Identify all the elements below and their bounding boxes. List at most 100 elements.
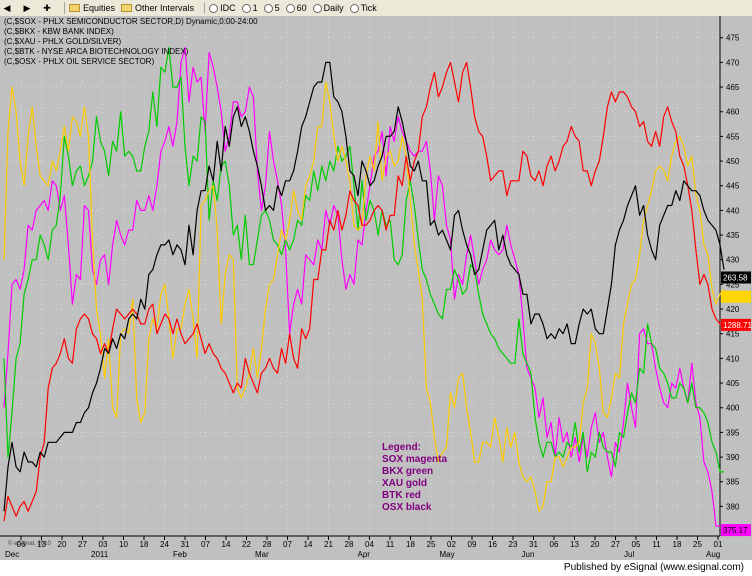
chart-background [0, 16, 752, 560]
y-tick-label: 380 [726, 502, 740, 511]
toolbar-separator [64, 2, 65, 14]
plus-icon: ✚ [43, 3, 51, 13]
toolbar-item-4[interactable]: Other Intervals [121, 3, 194, 13]
x-tick-label: 05 [632, 540, 641, 549]
price-label: 1288.71 [721, 318, 752, 331]
y-tick-label: 415 [726, 330, 740, 339]
x-tick-label: 31 [529, 540, 538, 549]
x-month-label: Jul [624, 550, 634, 559]
x-tick-label: 20 [591, 540, 600, 549]
grid [4, 16, 720, 536]
toolbar-item-0[interactable]: ◀ [0, 3, 14, 13]
footer: Published by eSignal (www.esignal.com) [0, 560, 752, 576]
chart-header: (C,$SOX - PHLX SEMICONDUCTOR SECTOR,D) D… [4, 17, 258, 66]
price-label-text: 375.17 [723, 526, 748, 535]
x-tick-label: 06 [17, 540, 26, 549]
toolbar-item-label: Other Intervals [135, 3, 195, 13]
x-tick-label: 18 [140, 540, 149, 549]
toolbar-item-label: 1 [252, 3, 258, 13]
toolbar-item-label: Tick [360, 3, 377, 13]
clock-icon [241, 3, 251, 13]
x-month-label: Mar [255, 550, 269, 559]
y-tick-label: 420 [726, 305, 740, 314]
toolbar-item-label: 60 [296, 3, 307, 13]
toolbar-item-label: Daily [323, 3, 344, 13]
clock-icon [312, 3, 322, 13]
y-tick-label: 475 [726, 34, 740, 43]
clock-icon [349, 3, 359, 13]
y-tick-label: 410 [726, 354, 740, 363]
header-line: (C,$SOX - PHLX SEMICONDUCTOR SECTOR,D) D… [4, 17, 258, 26]
price-labels: 263.58 1288.71 375.17 [721, 271, 752, 537]
x-tick-label: 25 [693, 540, 702, 549]
toolbar-separator [204, 2, 206, 14]
folder-icon [69, 4, 80, 12]
series-line-osx [3, 61, 725, 512]
toolbar-item-3[interactable]: Equities [69, 3, 115, 13]
y-tick-label: 435 [726, 231, 740, 240]
toolbar-item-label: 5 [274, 3, 280, 13]
y-tick-label: 460 [726, 108, 740, 117]
legend-entry: OSX black [382, 502, 432, 513]
x-tick-label: 14 [304, 540, 313, 549]
y-tick-label: 385 [726, 478, 740, 487]
footer-text: Published by eSignal (www.esignal.com) [563, 562, 744, 573]
clock-icon [209, 3, 219, 13]
x-tick-label: 10 [119, 540, 128, 549]
toolbar-item-10[interactable]: Tick [349, 3, 377, 13]
toolbar-item-label: Equities [83, 3, 116, 13]
header-line: (C,$OSX - PHLX OIL SERVICE SECTOR) [4, 57, 154, 66]
watermark: © eSignal, 2010 [8, 540, 51, 547]
y-axis: 380 385 390 395 400 405 410 415 420 425 430 435 440 4… [719, 16, 740, 536]
legend-entry: SOX magenta [382, 454, 447, 465]
price-label-text: 263.58 [723, 273, 748, 282]
x-tick-label: 09 [468, 540, 477, 549]
x-tick-label: 13 [37, 540, 46, 549]
arrow-left-icon: ◀ [3, 3, 11, 13]
y-tick-label: 390 [726, 453, 740, 462]
y-tick-label: 425 [726, 280, 740, 289]
x-tick-label: 04 [365, 540, 374, 549]
x-tick-label: 31 [181, 540, 190, 549]
series-line-xau [3, 81, 725, 512]
x-month-label: Aug [706, 550, 720, 559]
y-tick-label: 450 [726, 157, 740, 166]
arrow-right-icon: ▶ [23, 3, 31, 13]
x-tick-label: 03 [99, 540, 108, 549]
x-tick-label: 16 [488, 540, 497, 549]
x-tick-label: 24 [160, 540, 169, 549]
price-label: 263.58 [721, 271, 751, 284]
x-axis: 06 13 20 27 03 10 18 24 31 07 14 22 28 07 14 21 28 04 11 18… [0, 535, 723, 559]
price-label [721, 290, 751, 303]
legend-entry: XAU gold [382, 478, 427, 489]
x-tick-label: 14 [222, 540, 231, 549]
x-month-label: Apr [358, 550, 371, 559]
plot-area [3, 47, 725, 527]
x-tick-label: 11 [386, 540, 395, 549]
y-tick-label: 395 [726, 428, 740, 437]
y-tick-label: 470 [726, 58, 740, 67]
header-line: (C,$BKX - KBW BANK INDEX) [4, 27, 114, 36]
legend-entry: BKX green [382, 466, 433, 477]
clock-icon [285, 3, 295, 13]
x-tick-label: 11 [652, 540, 661, 549]
x-tick-label: 27 [611, 540, 620, 549]
x-tick-label: 28 [263, 540, 272, 549]
series-line-btk [3, 61, 724, 522]
x-tick-label: 13 [570, 540, 579, 549]
toolbar-item-5[interactable]: IDC [209, 3, 236, 13]
toolbar-item-1[interactable]: ▶ [20, 3, 34, 13]
toolbar-item-7[interactable]: 5 [263, 3, 280, 13]
price-label-box [721, 290, 751, 303]
toolbar: ◀ ▶ ✚ Equities Other Intervals IDC 1 5 60 Daily Ti… [0, 0, 752, 17]
toolbar-item-2[interactable]: ✚ [40, 3, 54, 13]
toolbar-item-9[interactable]: Daily [312, 3, 344, 13]
x-tick-label: 23 [509, 540, 518, 549]
price-label-box [721, 524, 751, 537]
toolbar-item-8[interactable]: 60 [285, 3, 307, 13]
toolbar-item-6[interactable]: 1 [241, 3, 258, 13]
x-month-label: Dec [5, 550, 19, 559]
price-label-box [721, 271, 751, 284]
x-tick-label: 01 [714, 540, 723, 549]
y-tick-label: 455 [726, 132, 740, 141]
